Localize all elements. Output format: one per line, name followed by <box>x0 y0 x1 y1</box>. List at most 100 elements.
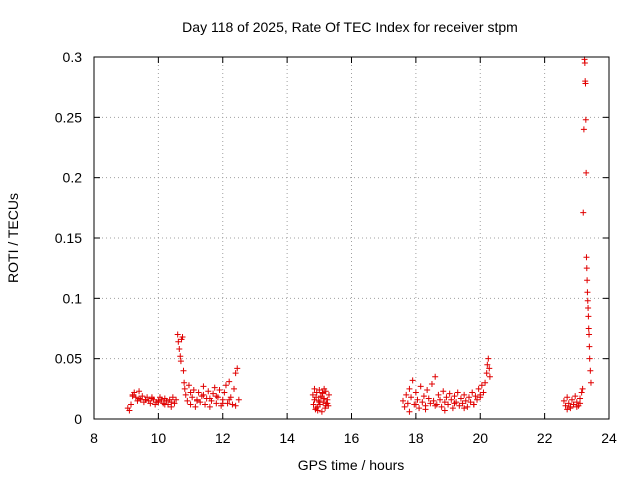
data-point <box>222 382 229 389</box>
data-point <box>174 331 181 338</box>
data-point <box>567 405 574 412</box>
data-point <box>406 385 413 392</box>
data-point <box>461 391 468 398</box>
data-point <box>570 401 577 408</box>
x-tick-label: 14 <box>279 430 295 446</box>
data-point <box>129 391 136 398</box>
y-tick-label: 0.2 <box>63 170 83 186</box>
data-point <box>132 394 139 401</box>
data-point <box>584 297 591 304</box>
data-point <box>226 396 233 403</box>
data-point <box>221 389 228 396</box>
data-point <box>232 402 239 409</box>
data-point <box>584 277 591 284</box>
x-tick-label: 20 <box>472 430 488 446</box>
data-point <box>169 394 176 401</box>
data-point <box>319 389 326 396</box>
data-point <box>313 405 320 412</box>
data-point <box>232 370 239 377</box>
data-point <box>229 401 236 408</box>
data-point <box>422 406 429 413</box>
data-points <box>124 56 594 415</box>
data-point <box>403 391 410 398</box>
data-point <box>414 396 421 403</box>
data-point <box>430 397 437 404</box>
data-point <box>564 406 571 413</box>
data-point <box>226 378 233 385</box>
data-point <box>485 355 492 362</box>
data-point <box>586 331 593 338</box>
data-point <box>428 381 435 388</box>
data-point <box>586 343 593 350</box>
data-point <box>583 169 590 176</box>
data-point <box>173 396 180 403</box>
data-point <box>206 395 213 402</box>
data-point <box>483 370 490 377</box>
data-point <box>449 405 456 412</box>
data-point <box>585 304 592 311</box>
data-point <box>231 385 238 392</box>
data-point <box>587 379 594 386</box>
y-axis-label: ROTI / TECUs <box>5 193 21 283</box>
data-point <box>462 397 469 404</box>
data-point <box>420 393 427 400</box>
data-point <box>583 254 590 261</box>
data-point <box>562 402 569 409</box>
data-point <box>459 400 466 407</box>
x-tick-labels: 8 10 12 14 16 18 20 22 24 <box>90 430 617 446</box>
data-point <box>202 401 209 408</box>
data-point <box>317 394 324 401</box>
data-point <box>315 397 322 404</box>
data-point <box>425 395 432 402</box>
plot-frame <box>93 56 610 420</box>
data-point <box>175 338 182 345</box>
data-point <box>171 400 178 407</box>
y-tick-label: 0.3 <box>63 49 83 65</box>
data-point <box>441 407 448 414</box>
data-point <box>475 385 482 392</box>
data-point <box>311 385 318 392</box>
data-point <box>180 367 187 374</box>
data-point <box>181 379 188 386</box>
data-point <box>182 391 189 398</box>
data-point <box>472 393 479 400</box>
data-point <box>128 401 135 408</box>
data-point <box>213 393 220 400</box>
data-point <box>457 395 464 402</box>
data-point <box>197 399 204 406</box>
data-point <box>587 367 594 374</box>
data-point <box>190 387 197 394</box>
data-point <box>179 333 186 340</box>
data-point <box>583 265 590 272</box>
data-point <box>451 400 458 407</box>
x-tick-label: 24 <box>601 430 617 446</box>
data-point <box>161 401 168 408</box>
data-point <box>147 400 154 407</box>
data-point <box>200 383 207 390</box>
data-point <box>409 377 416 384</box>
data-point <box>155 399 162 406</box>
x-tick-label: 22 <box>537 430 553 446</box>
data-point <box>578 389 585 396</box>
data-point <box>219 400 226 407</box>
data-point <box>210 390 217 397</box>
data-point <box>318 408 325 415</box>
data-point <box>148 394 155 401</box>
grid-lines <box>94 57 609 419</box>
data-point <box>474 396 481 403</box>
data-point <box>585 313 592 320</box>
data-point <box>311 396 318 403</box>
data-point <box>194 397 200 404</box>
data-point <box>477 391 484 398</box>
data-point <box>437 396 444 403</box>
data-point <box>456 402 463 409</box>
data-point <box>484 361 491 368</box>
data-point <box>416 405 423 412</box>
x-tick-label: 12 <box>215 430 231 446</box>
data-point <box>126 407 133 414</box>
data-point <box>234 365 241 372</box>
x-axis-label: GPS time / hours <box>298 457 405 473</box>
x-tick-label: 8 <box>90 430 98 446</box>
data-point <box>443 394 450 401</box>
